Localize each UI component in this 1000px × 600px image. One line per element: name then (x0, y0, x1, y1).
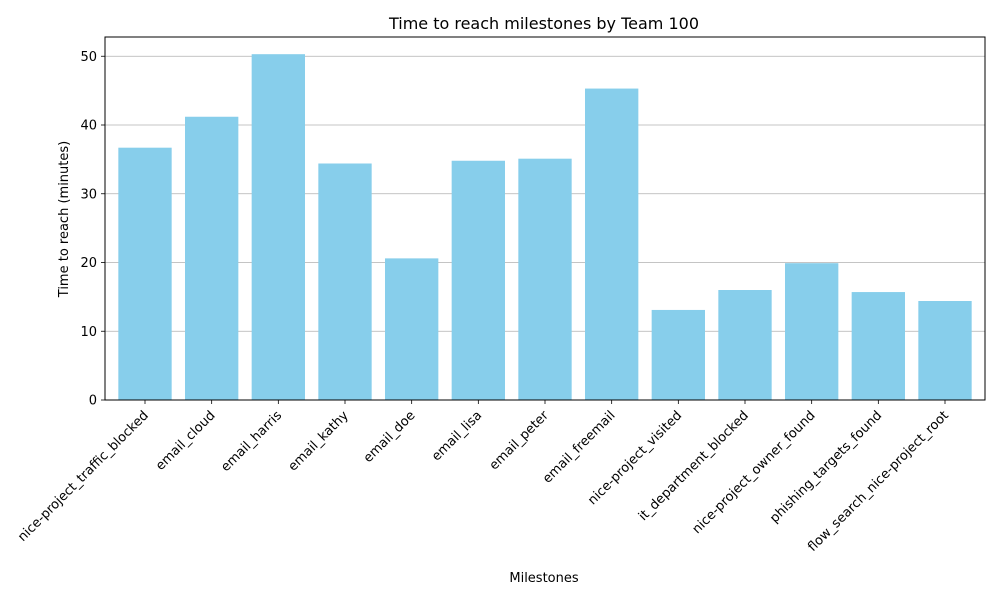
bar-email_peter (518, 158, 572, 400)
y-tick-label: 10 (80, 325, 97, 340)
bar-email_cloud (185, 116, 239, 400)
bars (118, 54, 972, 400)
x-tick-label: nice-project_owner_found (690, 408, 819, 537)
x-tick-label: it_department_blocked (636, 408, 752, 524)
x-tick-label: email_doe (361, 408, 419, 466)
x-axis-label: Milestones (509, 571, 578, 586)
plot-frame (104, 36, 986, 401)
x-tick-label: phishing_targets_found (767, 408, 885, 526)
x-tick-label: email_peter (487, 408, 553, 474)
x-tick-label: nice-project_traffic_blocked (15, 408, 152, 545)
y-tick-label: 30 (80, 187, 97, 202)
x-tick-label: email_cloud (153, 408, 218, 473)
x-tick-label: email_harris (218, 408, 285, 475)
chart-title: Time to reach milestones by Team 100 (388, 14, 699, 33)
bar-email_harris (251, 54, 305, 400)
x-tick-label: flow_search_nice-project_root (805, 408, 952, 555)
y-tick-label: 20 (80, 256, 97, 271)
bar-email_kathy (318, 163, 372, 400)
bar-phishing_targets_found (851, 292, 905, 400)
y-tick-label: 0 (89, 394, 97, 409)
bar-nice-project_visited (651, 309, 705, 400)
x-tick-label: email_kathy (286, 408, 352, 474)
bar-it_department_blocked (718, 290, 772, 400)
bar-email_doe (385, 258, 439, 400)
bar-email_freemail (585, 88, 639, 400)
bar-flow_search_nice-project_root (918, 301, 972, 400)
y-tick-label: 40 (80, 119, 97, 134)
bar-email_lisa (451, 160, 505, 400)
bar-nice-project_owner_found (785, 263, 839, 400)
y-tick-label: 50 (80, 50, 97, 65)
y-axis-label: Time to reach (minutes) (57, 141, 72, 298)
x-tick-label: email_lisa (429, 408, 485, 464)
bar-nice-project_traffic_blocked (118, 147, 172, 400)
